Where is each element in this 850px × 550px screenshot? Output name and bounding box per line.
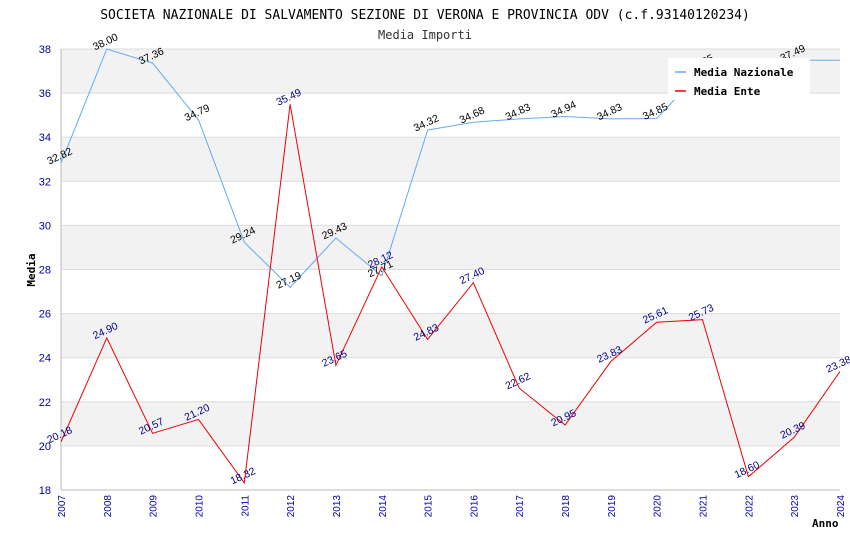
x-tick-label: 2022	[744, 495, 755, 518]
x-tick-labels: 2007 2008 2009 2010 2011 2012 2013 2014 2015 2016…	[57, 495, 847, 518]
background-band	[61, 401, 840, 446]
y-tick-label: 32	[39, 176, 51, 188]
x-tick-label: 2014	[378, 495, 389, 518]
x-tick-label: 2009	[149, 495, 160, 518]
x-tick-label: 2008	[103, 495, 114, 518]
x-tick-label: 2018	[561, 495, 572, 518]
y-tick-label: 26	[39, 309, 51, 321]
x-tick-label: 2021	[699, 495, 710, 518]
x-tick-label: 2023	[790, 495, 801, 518]
background-band	[61, 445, 840, 490]
background-band	[61, 269, 840, 314]
y-tick-label: 18	[39, 485, 51, 497]
background-band	[61, 181, 840, 226]
x-tick-label: 2011	[240, 495, 251, 517]
y-tick-label: 36	[39, 88, 51, 100]
background-band	[61, 225, 840, 270]
axes	[60, 49, 840, 491]
x-tick-label: 2024	[836, 495, 847, 518]
y-tick-label: 34	[39, 132, 51, 144]
background-bands	[61, 49, 840, 490]
legend-label: Media Nazionale	[694, 66, 794, 79]
series-line	[60, 104, 841, 485]
y-tick-label: 30	[39, 220, 51, 232]
y-tick-label: 20	[39, 441, 51, 453]
chart-title: SOCIETA NAZIONALE DI SALVAMENTO SEZIONE …	[100, 8, 750, 23]
background-band	[61, 357, 840, 402]
y-tick-labels: 18 20 22 24 26 28 30 32 34 36 38	[39, 44, 51, 497]
x-tick-label: 2020	[653, 495, 664, 518]
y-tick-label: 38	[39, 44, 51, 56]
legend: Media Nazionale Media Ente	[668, 58, 810, 100]
y-tick-label: 28	[39, 265, 51, 277]
x-tick-label: 2010	[194, 495, 205, 518]
legend-label: Media Ente	[694, 85, 761, 98]
x-tick-label: 2016	[469, 495, 480, 518]
x-tick-label: 2017	[515, 495, 526, 518]
y-axis-label: Media	[25, 253, 38, 286]
x-tick-label: 2015	[424, 495, 435, 518]
background-band	[61, 93, 840, 138]
y-tick-label: 24	[39, 353, 51, 365]
background-band	[61, 137, 840, 182]
x-tick-label: 2012	[286, 495, 297, 518]
x-axis-label: Anno	[812, 517, 839, 530]
x-tick-label: 2013	[332, 495, 343, 518]
y-tick-label: 22	[39, 397, 51, 409]
x-tick-label: 2019	[607, 495, 618, 518]
x-tick-label: 2007	[57, 495, 68, 518]
legend-box	[668, 58, 810, 100]
chart-subtitle: Media Importi	[378, 28, 472, 42]
background-band	[61, 313, 840, 358]
